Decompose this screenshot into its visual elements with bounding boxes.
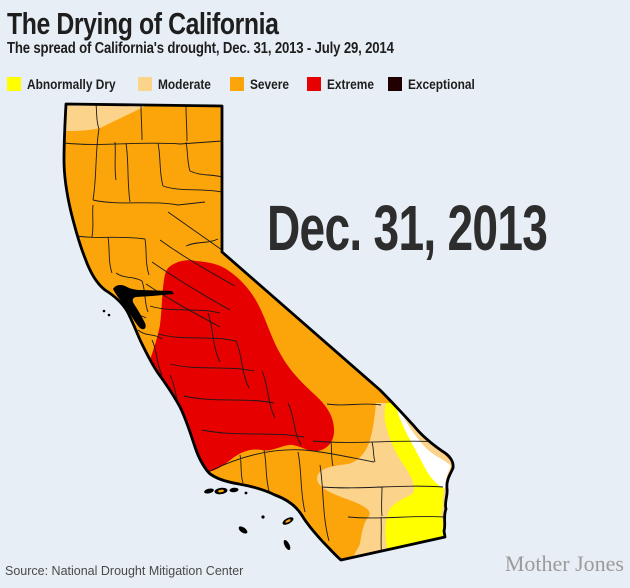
legend-item-severe: Severe	[230, 76, 296, 92]
legend-label: Severe	[250, 76, 290, 92]
legend-item-moderate: Moderate	[138, 76, 220, 92]
sf-bay-delta-water	[113, 284, 174, 330]
source-credit: Source: National Drought Mitigation Cent…	[5, 564, 244, 578]
island-inner-fill	[285, 519, 291, 523]
island-inner-fill	[218, 489, 224, 493]
legend-item-extreme: Extreme	[307, 76, 382, 92]
water-and-islands	[102, 284, 294, 550]
legend-label: Moderate	[158, 76, 211, 92]
legend-item-abnormally-dry: Abnormally Dry	[7, 76, 131, 92]
page-subtitle: The spread of California's drought, Dec.…	[7, 40, 394, 57]
region-none-southeast	[396, 403, 451, 489]
page-title: The Drying of California	[7, 6, 279, 41]
region-moderate-northwest	[64, 104, 150, 131]
legend-label: Exceptional	[408, 76, 475, 92]
channel-islands	[204, 487, 294, 550]
legend-swatch-abnormally-dry	[7, 77, 21, 91]
county-boundaries	[64, 104, 445, 559]
legend-item-exceptional: Exceptional	[388, 76, 487, 92]
mother-jones-logo: Mother Jones	[504, 551, 624, 576]
legend-swatch-extreme	[307, 77, 321, 91]
legend-swatch-severe	[230, 77, 244, 91]
state-outline	[62, 102, 455, 562]
legend-swatch-moderate	[138, 77, 152, 91]
legend-label: Extreme	[327, 76, 374, 92]
farallon-island-dot	[102, 309, 106, 313]
frame-date-label: Dec. 31, 2013	[267, 192, 548, 264]
farallon-island-dot	[107, 313, 111, 317]
legend-swatch-exceptional	[388, 77, 402, 91]
legend-label: Abnormally Dry	[27, 76, 116, 92]
